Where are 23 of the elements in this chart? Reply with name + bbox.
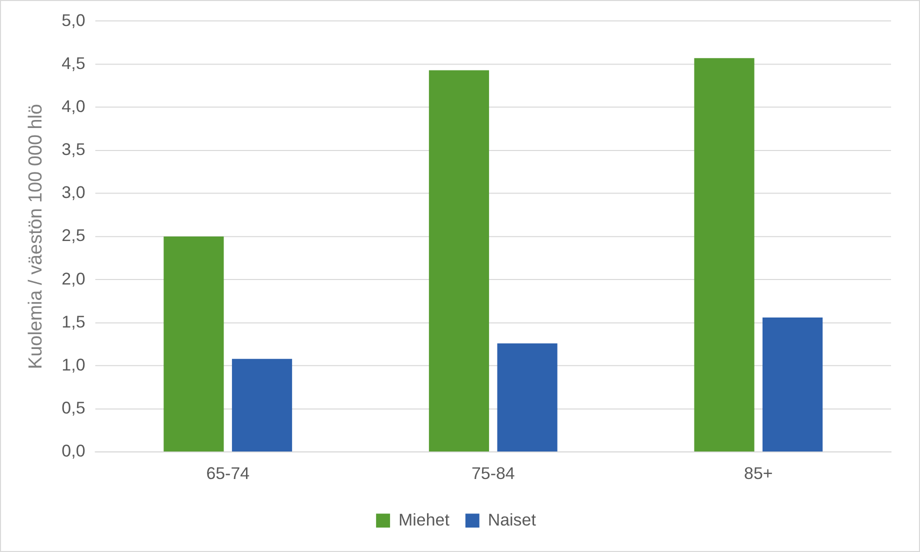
y-tick-label: 4,0	[62, 96, 86, 116]
x-tick-label: 85+	[744, 464, 773, 483]
bar	[497, 343, 558, 452]
x-tick-label: 75-84	[471, 464, 515, 483]
legend-label: Miehet	[398, 510, 450, 530]
bar	[762, 318, 823, 452]
y-tick-label: 5,0	[62, 10, 86, 30]
bar	[428, 70, 490, 452]
y-tick-label: 3,0	[62, 183, 86, 202]
y-tick-label: 1,0	[62, 355, 86, 374]
legend-label: Naiset	[488, 510, 536, 530]
y-tick-label: 4,5	[62, 54, 86, 73]
y-tick-label: 0,5	[62, 398, 86, 418]
y-tick-label: 0,0	[62, 442, 86, 461]
y-tick-label: 2,5	[62, 226, 86, 246]
bar	[694, 58, 754, 452]
bar	[164, 236, 224, 452]
x-tick-label: 65-74	[206, 464, 250, 483]
bar	[232, 358, 292, 452]
y-tick-label: 1,5	[62, 312, 86, 332]
y-tick-label: 3,5	[62, 140, 86, 160]
y-axis-title: Kuolemia / väestön 100 000 hlö	[26, 104, 47, 370]
y-tick-label: 2,0	[62, 269, 86, 288]
